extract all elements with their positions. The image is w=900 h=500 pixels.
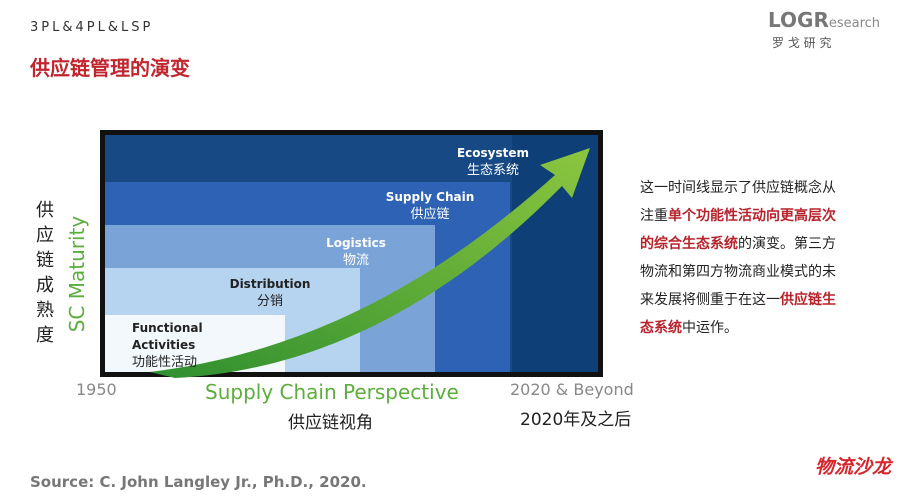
- watermark: 物流沙龙: [815, 456, 892, 478]
- y-label: SC Maturity: [65, 215, 89, 333]
- logo-mark: LOGResearch: [768, 8, 880, 32]
- logo-suffix: esearch: [828, 16, 881, 31]
- x-label-cn: 供应链视角: [288, 413, 373, 433]
- stage-name-cn: 物流: [342, 253, 369, 268]
- logo-name: 罗 戈 研 究: [772, 36, 832, 50]
- stage-name: Ecosystem: [456, 146, 530, 160]
- stage-name-cn: 生态系统: [466, 163, 519, 178]
- stage-label: Logistics 物流: [306, 235, 406, 269]
- stage-name-cn: 功能性活动: [132, 355, 198, 370]
- body-text: 这一时间线显示了供应链概念从注重: [640, 180, 836, 224]
- description: 这一时间线显示了供应链概念从注重单个功能性活动向更高层次的综合生态系统的演变。第…: [640, 174, 844, 342]
- x-end-cn: 2020年及之后: [520, 410, 632, 430]
- stage-label: Ecosystem 生态系统: [443, 145, 543, 179]
- body-text: 的演变。第三方物流和第四方物流商业模式的未来发展将侧重于在这一: [640, 236, 836, 308]
- stage-label: Distribution 分销: [220, 276, 320, 310]
- x-start: 1950: [76, 380, 117, 399]
- stage-name-cn: 分销: [256, 294, 283, 309]
- stage-name: Logistics: [326, 236, 386, 250]
- stage-name: Functional Activities: [132, 321, 203, 352]
- x-label: Supply Chain Perspective: [205, 380, 459, 404]
- stage-label: Functional Activities 功能性活动: [132, 320, 203, 371]
- stage-label: Supply Chain 供应链: [380, 189, 480, 223]
- y-label-cn: 供应链成熟度: [36, 200, 54, 346]
- body-text: 中运作。: [682, 320, 738, 336]
- highlight-text: 供应链生态系统: [640, 292, 836, 336]
- logo-mark-text: LOGR: [768, 8, 829, 32]
- slide-title: 供应链管理的演变: [30, 56, 190, 80]
- stage-name-cn: 供应链: [410, 207, 450, 222]
- stage-name: Supply Chain: [385, 190, 475, 204]
- x-end: 2020 & Beyond: [510, 380, 634, 399]
- section-label: 3PL&4PL&LSP: [30, 20, 154, 35]
- source: Source: C. John Langley Jr., Ph.D., 2020…: [30, 473, 367, 491]
- highlight-text: 单个功能性活动向更高层次的综合生态系统: [640, 208, 836, 252]
- stage-name: Distribution: [229, 277, 311, 291]
